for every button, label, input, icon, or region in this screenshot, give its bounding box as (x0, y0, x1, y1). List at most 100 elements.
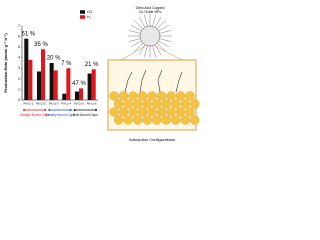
atom (118, 91, 129, 101)
bar (74, 91, 79, 100)
y-tick-label: 4 (18, 56, 20, 60)
atom (175, 91, 186, 101)
ligand (128, 30, 141, 34)
diagram-title: Cu Oxide NPs (139, 10, 161, 14)
atom (161, 99, 171, 109)
annotation: 7 % (61, 61, 72, 67)
ligand (134, 42, 144, 52)
y-tick-label: 5 (18, 45, 20, 49)
nanoparticle (117, 14, 187, 63)
x-tick-label: Pd-Cu-4 (61, 102, 71, 106)
y-tick-label: 0 (18, 98, 20, 102)
group-end (23, 109, 25, 111)
ligand (154, 16, 162, 28)
bar (91, 69, 96, 100)
atom (109, 107, 119, 117)
atom (180, 99, 190, 109)
atom (147, 107, 157, 117)
surface (109, 69, 200, 125)
ligand (134, 20, 144, 30)
annotation: 61 % (21, 31, 35, 37)
diagram: Oleic Acid Capped Cu Oxide NPs Adsorptio… (107, 6, 200, 142)
atom (114, 115, 124, 125)
atom (161, 115, 171, 125)
ligand (130, 24, 142, 32)
ligand (159, 38, 172, 42)
ligand (158, 24, 170, 32)
bar (36, 71, 41, 100)
ligand (158, 40, 170, 48)
group-end (73, 109, 76, 111)
atom (166, 91, 176, 101)
atom (128, 91, 138, 101)
ligand (152, 14, 156, 27)
atom (190, 99, 200, 109)
atom (137, 107, 148, 117)
atom (142, 115, 152, 125)
x-tick-label: Pd-Cu-5 (74, 102, 84, 106)
legend-swatch (80, 15, 85, 19)
atom (137, 91, 148, 101)
ligand (138, 16, 146, 28)
figure: Oleic Acid Capped Cu Oxide NPs Adsorptio… (3, 6, 200, 142)
atom (185, 91, 195, 101)
x-tick-label: Pd-Cu-2 (36, 102, 46, 106)
atom (171, 115, 181, 125)
group-end (69, 109, 72, 111)
atom (109, 91, 119, 101)
bar (24, 38, 29, 100)
atom (152, 99, 162, 109)
bar (28, 59, 33, 100)
legend-label: H₂ (87, 15, 92, 19)
atom (114, 99, 124, 109)
group-end (48, 109, 51, 111)
atom (123, 115, 133, 125)
ligand (152, 45, 156, 58)
atom (152, 115, 162, 125)
bar (87, 73, 92, 100)
group-end (95, 109, 97, 111)
ligand (156, 20, 166, 30)
annotation: 21 % (85, 62, 99, 68)
atom (171, 99, 181, 109)
annotation: 35 % (34, 42, 48, 48)
ligand (130, 40, 142, 48)
callout (154, 45, 187, 63)
diagram-caption: Adsorption Configurations (129, 137, 175, 142)
atom (175, 107, 186, 117)
bar (62, 93, 67, 100)
annotation: 20 % (47, 56, 61, 62)
group-end (44, 109, 47, 111)
y-axis-label: Production Rate (mmol g⁻¹ h⁻¹) (3, 33, 8, 93)
atom (118, 107, 129, 117)
y-tick-label: 2 (18, 77, 20, 81)
bar (66, 68, 71, 100)
atom (166, 107, 176, 117)
diagram-title: Oleic Acid Capped (136, 6, 165, 10)
ligand (128, 38, 141, 42)
atom (147, 91, 157, 101)
annotation: 47 % (72, 81, 86, 87)
atom (133, 115, 143, 125)
x-tick-label: Pd-Cu-6 (87, 102, 97, 106)
bar (53, 70, 58, 100)
atom (142, 99, 152, 109)
bar (79, 88, 84, 100)
bar (49, 63, 54, 100)
atom (185, 107, 195, 117)
y-tick-label: 1 (18, 87, 20, 91)
group-label: Partially Bound Caps (45, 113, 75, 117)
group-label: Straight Bound Caps (20, 113, 50, 117)
x-tick-label: Pd-Cu-1 (23, 102, 33, 106)
legend-label: CO (87, 10, 93, 14)
particle (139, 25, 161, 47)
y-tick-label: 6 (18, 34, 20, 38)
atom (156, 91, 167, 101)
ligand (159, 30, 172, 34)
atom (180, 115, 190, 125)
bar (41, 49, 46, 100)
atom (123, 99, 133, 109)
ligand (144, 14, 148, 27)
y-tick-label: 7 (18, 24, 20, 28)
atom (156, 107, 167, 117)
